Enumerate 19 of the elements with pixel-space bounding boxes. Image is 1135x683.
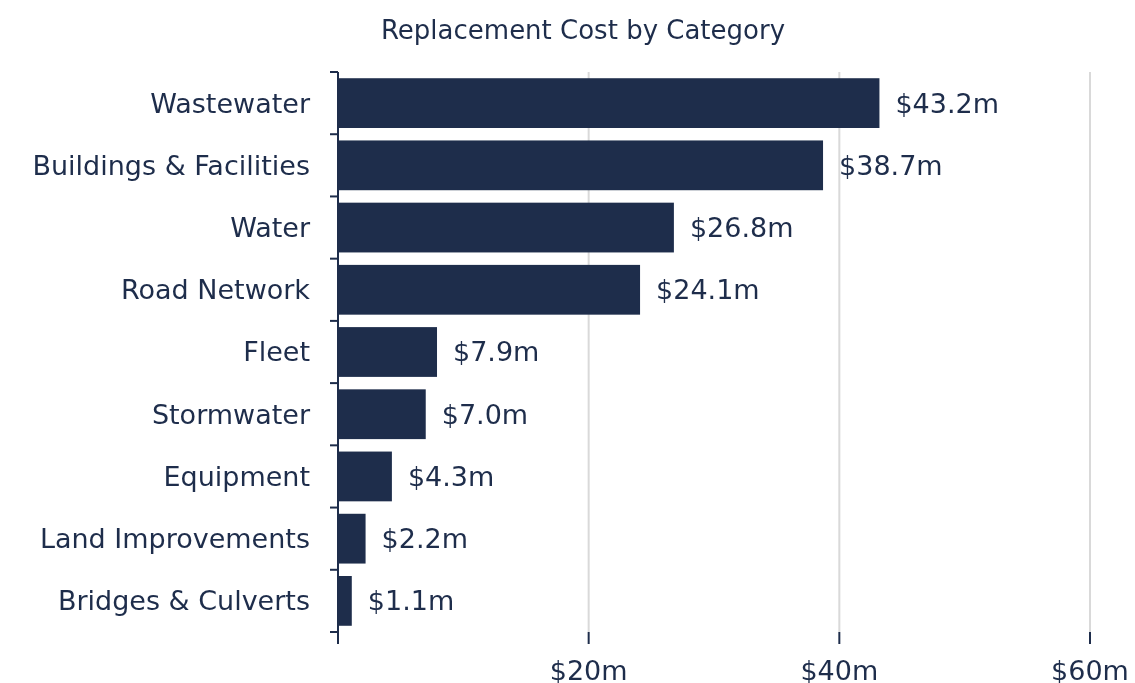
y-tick-label: Bridges & Culverts [57, 585, 310, 617]
y-tick-label: Stormwater [151, 398, 311, 430]
data-label: $38.7m [839, 149, 943, 181]
y-tick-label: Buildings & Facilities [32, 149, 310, 181]
y-tick-label: Wastewater [150, 87, 311, 119]
data-label: $1.1m [367, 585, 455, 617]
y-tick-label: Water [230, 212, 311, 244]
data-label: $43.2m [895, 87, 1000, 119]
data-label: $2.2m [381, 523, 468, 555]
data-label: $7.0m [441, 398, 529, 430]
y-tick-label: Road Network [120, 274, 311, 306]
data-label: $26.8m [689, 212, 794, 244]
y-tick-label: Fleet [243, 336, 310, 368]
data-label: $4.3m [407, 460, 495, 492]
chart-title: Replacement Cost by Category [380, 15, 786, 45]
y-tick-label: Land Improvements [39, 523, 310, 555]
y-tick-label: Equipment [163, 460, 310, 492]
data-label: $24.1m [656, 274, 760, 306]
data-label: $7.9m [453, 336, 540, 368]
